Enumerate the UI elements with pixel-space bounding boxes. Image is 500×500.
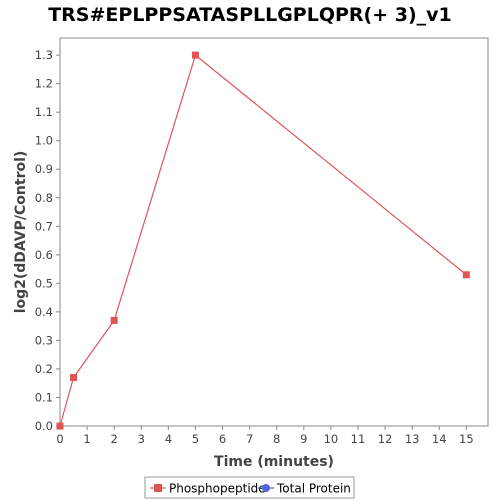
- y-tick-label: 0.8: [35, 191, 53, 205]
- legend-marker: [154, 484, 162, 492]
- y-tick-label: 0.1: [35, 390, 53, 404]
- x-tick-label: 8: [273, 432, 280, 446]
- legend-label: Total Protein: [276, 482, 351, 496]
- data-point: [110, 316, 118, 324]
- y-tick-label: 0.6: [35, 248, 53, 262]
- x-tick-label: 3: [138, 432, 145, 446]
- y-axis: 0.0 0.1 0.2 0.3 0.4 0.5 0.6 0.7 0.8 0.9 1.0 1.1 1.2 1…: [35, 48, 60, 433]
- data-point: [191, 51, 199, 59]
- y-tick-label: 0.0: [35, 419, 53, 433]
- x-tick-label: 14: [432, 432, 447, 446]
- x-axis-label: Time (minutes): [214, 454, 334, 470]
- y-tick-label: 1.0: [35, 134, 53, 148]
- x-tick-label: 12: [378, 432, 393, 446]
- y-tick-label: 0.4: [35, 305, 53, 319]
- y-tick-label: 1.3: [35, 48, 53, 62]
- x-tick-label: 1: [83, 432, 90, 446]
- x-axis: 0 1 2 3 4 5 6 7 8 9 10 11 12 13 14 15: [56, 426, 474, 446]
- x-tick-label: 15: [459, 432, 474, 446]
- legend-marker: [262, 484, 270, 492]
- y-tick-label: 0.2: [35, 362, 53, 376]
- x-tick-label: 13: [405, 432, 420, 446]
- series-layer: [56, 51, 470, 430]
- y-tick-label: 0.9: [35, 162, 53, 176]
- data-point: [70, 374, 78, 381]
- x-tick-label: 2: [111, 432, 118, 446]
- y-tick-label: 1.1: [35, 105, 53, 119]
- x-tick-label: 9: [300, 432, 307, 446]
- y-tick-label: 1.2: [35, 77, 53, 91]
- chart-title: TRS#EPLPPSATASPLLGPLQPR(+ 3)_v1: [48, 4, 452, 26]
- legend: Phosphopeptide Total Protein: [150, 482, 351, 496]
- data-point: [462, 271, 470, 279]
- x-tick-label: 10: [324, 432, 339, 446]
- x-tick-label: 6: [219, 432, 226, 446]
- x-tick-label: 0: [56, 432, 63, 446]
- plot-area: [59, 37, 489, 427]
- x-tick-label: 7: [246, 432, 253, 446]
- y-tick-label: 0.3: [35, 333, 53, 347]
- legend-label: Phosphopeptide: [169, 482, 266, 496]
- data-point: [56, 422, 64, 430]
- y-tick-label: 0.7: [35, 219, 53, 233]
- x-tick-label: 4: [165, 432, 172, 446]
- y-tick-label: 0.5: [35, 276, 53, 290]
- x-tick-label: 11: [351, 432, 366, 446]
- x-tick-label: 5: [192, 432, 199, 446]
- y-axis-label: log2(dDAVP/Control): [13, 151, 29, 314]
- legend-box: [144, 476, 355, 499]
